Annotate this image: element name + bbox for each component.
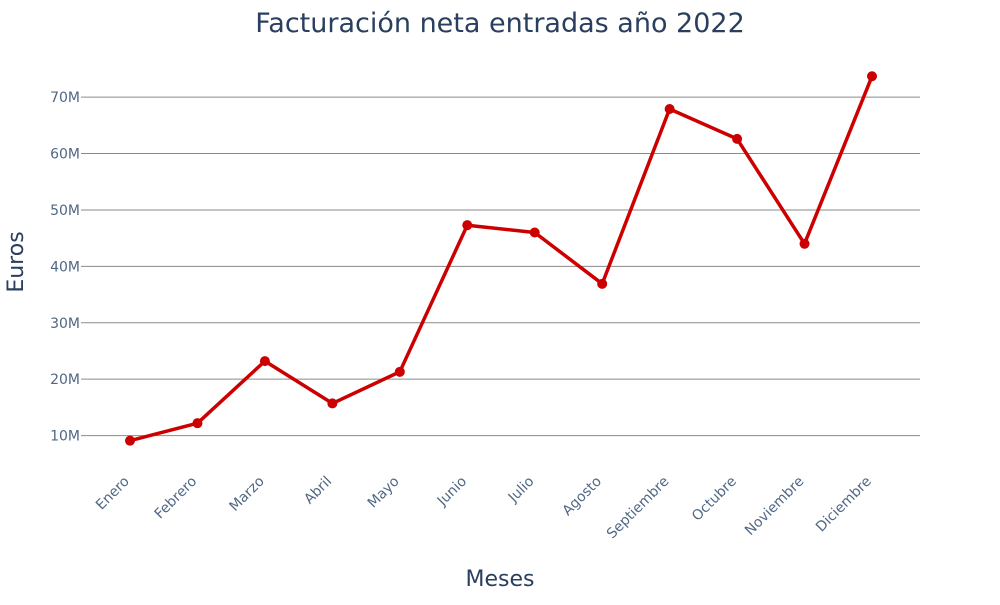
series-line-layer — [129, 75, 874, 443]
series-points — [125, 71, 877, 446]
y-axis-title: Euros — [4, 231, 29, 292]
x-tick-label: Septiembre — [604, 474, 673, 543]
data-point[interactable] — [394, 366, 405, 377]
gridlines — [81, 96, 920, 437]
data-point[interactable] — [192, 418, 203, 429]
y-tick-label: 70M — [50, 90, 80, 106]
data-point[interactable] — [799, 238, 810, 249]
y-tick-label: 20M — [50, 372, 80, 388]
data-point[interactable] — [327, 398, 338, 409]
x-tick-label: Julio — [505, 474, 538, 507]
x-tick-label: Diciembre — [813, 474, 875, 536]
x-tick-label: Abril — [301, 474, 335, 508]
y-tick-label: 60M — [50, 147, 80, 163]
data-point[interactable] — [867, 71, 877, 82]
x-tick-label: Noviembre — [742, 474, 807, 539]
x-axis-title: Meses — [466, 567, 535, 592]
data-point[interactable] — [259, 356, 270, 367]
x-tick-label: Marzo — [226, 474, 267, 515]
data-point[interactable] — [125, 435, 135, 446]
x-tick-label: Mayo — [365, 474, 403, 512]
data-point[interactable] — [732, 133, 743, 144]
y-tick-label: 30M — [50, 316, 80, 332]
data-point[interactable] — [529, 227, 540, 238]
x-tick-label: Junio — [434, 474, 470, 510]
series-line — [129, 75, 874, 443]
x-axis-ticks: Enero Febrero Marzo Abril Mayo Junio Julio Agos… — [93, 474, 875, 543]
chart-title: Facturación neta entradas año 2022 — [255, 8, 745, 39]
x-tick-label: Agosto — [559, 474, 605, 520]
data-point[interactable] — [664, 103, 675, 114]
x-tick-label: Febrero — [152, 474, 201, 523]
data-point[interactable] — [597, 278, 608, 289]
x-tick-label: Enero — [93, 474, 133, 514]
y-axis-ticks: 10M 20M 30M 40M 50M 60M 70M — [50, 90, 80, 444]
data-point[interactable] — [462, 220, 473, 231]
y-tick-label: 10M — [50, 429, 80, 445]
y-tick-label: 40M — [50, 259, 80, 275]
x-tick-label: Octubre — [689, 474, 740, 525]
y-tick-label: 50M — [50, 203, 80, 219]
